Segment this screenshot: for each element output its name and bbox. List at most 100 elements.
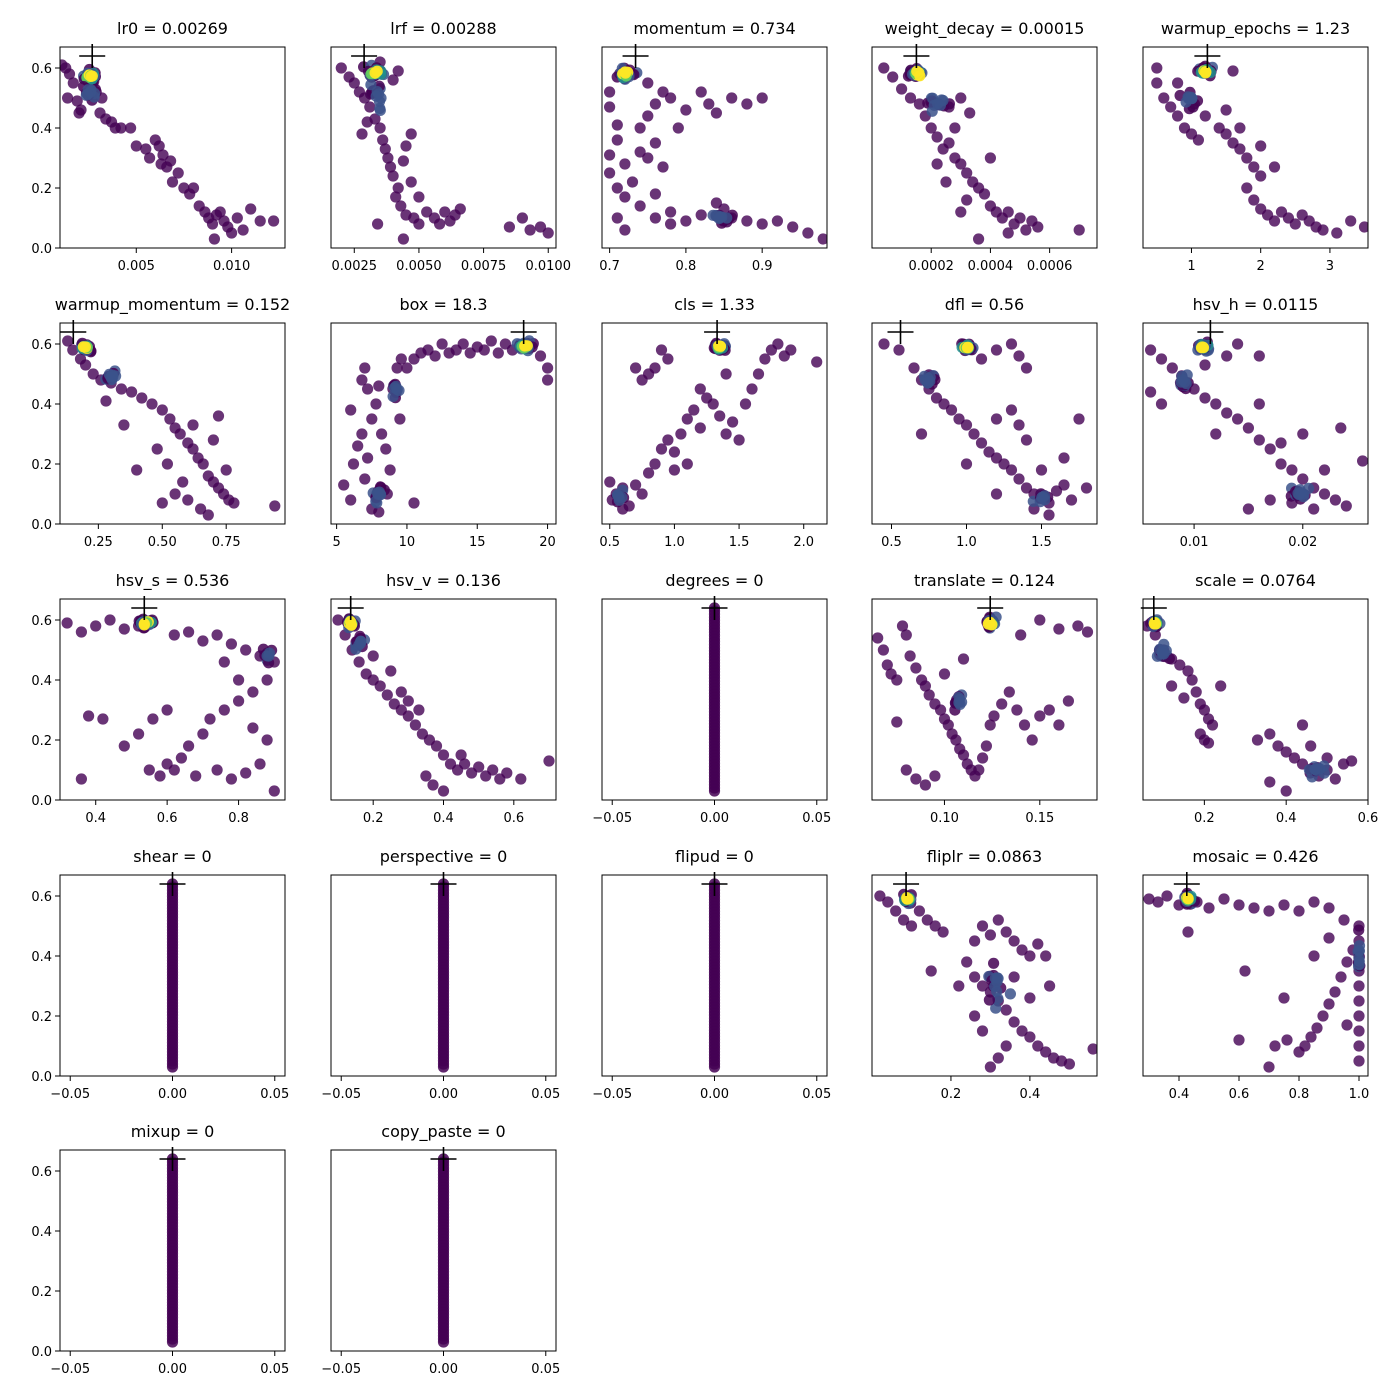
best-value-marker — [1197, 320, 1224, 344]
data-point — [983, 994, 996, 1006]
data-point — [1297, 491, 1309, 503]
data-point — [1286, 464, 1298, 476]
data-point — [71, 95, 83, 107]
data-point — [630, 362, 642, 374]
data-point — [345, 619, 357, 631]
data-point — [1233, 899, 1245, 911]
data-point — [975, 437, 988, 449]
data-point — [165, 155, 177, 167]
best-value-marker — [159, 872, 186, 896]
x-tick-label: 0.4 — [1020, 1087, 1041, 1102]
data-point — [233, 695, 245, 707]
data-point — [218, 704, 230, 716]
data-point — [913, 905, 926, 917]
data-point — [977, 752, 989, 764]
data-point — [1242, 422, 1254, 434]
data-point — [211, 764, 223, 776]
data-point — [969, 1010, 981, 1022]
data-point — [187, 182, 200, 194]
data-point — [156, 404, 168, 416]
data-point — [1281, 1034, 1293, 1046]
data-point — [136, 392, 148, 404]
x-tick-label: 0.00 — [158, 1087, 187, 1102]
data-point — [655, 344, 668, 356]
data-point — [998, 458, 1010, 470]
data-point — [715, 211, 727, 223]
subplot-title: degrees = 0 — [665, 571, 763, 590]
x-tick-label: 0.4 — [1169, 1087, 1190, 1102]
subplot-title: fliplr = 0.0863 — [927, 847, 1042, 866]
data-point — [175, 752, 187, 764]
data-point — [811, 356, 823, 368]
data-point — [611, 134, 623, 146]
subplot-flipud: flipud = 0 −0.05 0.00 0.05 — [592, 847, 831, 1102]
x-tick-label: 1.0 — [1349, 1087, 1370, 1102]
data-point — [759, 353, 771, 365]
data-point — [413, 191, 425, 203]
data-point — [268, 215, 280, 227]
data-point — [352, 440, 364, 452]
data-point — [1242, 503, 1254, 515]
data-point — [97, 713, 109, 725]
data-point — [1210, 398, 1222, 410]
data-point — [1241, 182, 1253, 194]
data-point — [878, 338, 890, 350]
data-point — [1156, 648, 1169, 660]
data-point — [356, 428, 368, 440]
data-point — [362, 452, 374, 464]
data-point — [240, 767, 252, 779]
data-point — [1182, 893, 1194, 905]
data-point — [183, 740, 195, 752]
data-point — [1203, 902, 1215, 914]
data-point — [929, 770, 941, 782]
best-value-marker — [701, 872, 728, 896]
data-point — [940, 176, 952, 188]
data-point — [543, 755, 555, 767]
data-point — [964, 107, 976, 119]
data-point — [962, 341, 974, 353]
data-point — [681, 458, 693, 470]
data-point — [1329, 986, 1341, 998]
data-point — [1166, 680, 1178, 692]
x-tick-label: 0.8 — [1289, 1087, 1310, 1102]
data-point — [402, 695, 414, 707]
data-point — [161, 704, 173, 716]
data-point — [642, 77, 654, 89]
data-point — [359, 362, 371, 374]
subplot-copy_paste: copy_paste = 0 −0.05 0.00 0.05 — [321, 1122, 560, 1377]
data-point — [932, 98, 944, 110]
data-point — [1221, 407, 1233, 419]
x-tick-label: 1.5 — [1031, 535, 1052, 550]
data-point — [371, 65, 383, 77]
subplot-hsv_s: hsv_s = 0.536 0.4 0.6 0.8 0.0 0.2 0.4 0.6 — [31, 571, 286, 826]
data-point — [387, 170, 399, 182]
data-point — [455, 749, 467, 761]
data-point — [1199, 110, 1211, 122]
data-point — [1018, 719, 1031, 731]
subplot-scale: scale = 0.0764 0.2 0.4 0.6 — [1140, 571, 1378, 826]
data-point — [146, 398, 158, 410]
data-point — [169, 488, 181, 500]
data-point — [90, 620, 102, 632]
data-point — [1346, 755, 1358, 767]
x-tick-label: 0.4 — [85, 811, 106, 826]
data-point — [1182, 665, 1194, 677]
data-point — [893, 344, 905, 356]
best-value-marker — [510, 320, 537, 344]
data-point — [1264, 494, 1276, 506]
data-point — [649, 137, 662, 149]
data-point — [153, 140, 165, 152]
data-point — [960, 419, 973, 431]
data-point — [62, 335, 74, 347]
subplot-weight_decay: weight_decay = 0.00015 0.0002 0.0004 0.0006 — [871, 19, 1098, 274]
plot-frame — [1142, 874, 1369, 1077]
data-point — [370, 398, 382, 410]
data-point — [1043, 704, 1055, 716]
data-point — [140, 143, 152, 155]
data-point — [130, 140, 142, 152]
plot-frame — [871, 46, 1098, 249]
scatter-points — [60, 59, 280, 245]
data-point — [204, 713, 216, 725]
data-point — [1323, 932, 1335, 944]
